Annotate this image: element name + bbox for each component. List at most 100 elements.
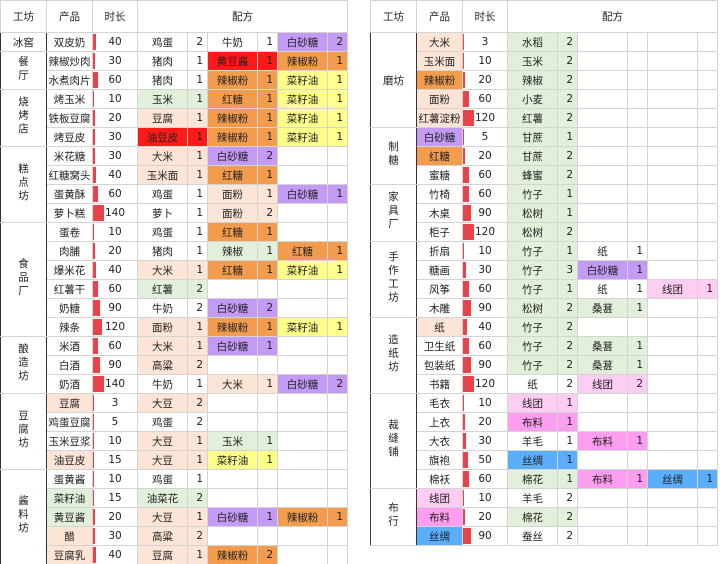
ingredient-qty: 1 — [187, 507, 208, 527]
product-cell: 柜子 — [416, 222, 463, 242]
empty-cell — [647, 108, 698, 128]
ingredient-name: 辣椒粉 — [207, 108, 258, 128]
data-row: 酿造坊 米酒 60 大米 1 白砂糖 1 — [0, 336, 348, 394]
time-cell: 120 — [462, 374, 508, 394]
empty-cell — [277, 222, 328, 242]
ingredient-name: 白砂糖 — [207, 336, 258, 356]
workshop-name: 手作工坊 — [387, 251, 399, 305]
time-value: 60 — [478, 188, 492, 200]
product-cell: 肉脯 — [46, 241, 93, 261]
time-bar — [93, 34, 97, 50]
time-cell: 60 — [92, 336, 138, 356]
data-row: 餐厅 辣椒炒肉 30 猪肉 1 黄豆酱 1 辣椒粉 1 — [0, 51, 348, 90]
ingredient-name: 松树 — [507, 222, 558, 242]
empty-cell — [697, 298, 718, 318]
ingredient-qty: 1 — [557, 469, 578, 489]
empty-cell — [277, 393, 328, 413]
time-cell: 15 — [92, 488, 138, 508]
empty-cell — [697, 260, 718, 280]
workshop-cell: 造纸坊 — [370, 317, 417, 394]
time-value: 30 — [478, 264, 492, 276]
ingredient-qty: 2 — [187, 412, 208, 432]
empty-cell — [647, 488, 698, 508]
ingredient-name: 面粉 — [207, 203, 258, 223]
empty-cell — [627, 184, 648, 204]
empty-cell — [577, 89, 628, 109]
empty-cell — [647, 450, 698, 470]
ingredient-name: 白砂糖 — [277, 374, 328, 394]
time-bar — [93, 547, 97, 563]
time-cell: 10 — [462, 51, 508, 71]
empty-cell — [697, 222, 718, 242]
data-row: 黄豆酱 20 大豆 1 白砂糖 1 辣椒粉 1 — [1, 507, 348, 527]
product-cell: 玉米面 — [416, 51, 463, 71]
ingredient-qty: 3 — [557, 260, 578, 280]
ingredient-qty: 1 — [257, 507, 278, 527]
ingredient-qty: 1 — [627, 260, 648, 280]
time-value: 5 — [111, 416, 119, 428]
empty-cell — [627, 507, 648, 527]
ingredient-name: 白砂糖 — [577, 260, 628, 280]
time-cell: 140 — [92, 374, 138, 394]
empty-cell — [207, 393, 258, 413]
ingredient-name: 桑葚 — [577, 298, 628, 318]
time-value: 120 — [474, 226, 496, 238]
time-value: 40 — [108, 36, 122, 48]
product-cell: 油豆皮 — [46, 450, 93, 470]
time-bar — [93, 262, 97, 278]
ingredient-name: 棉花 — [507, 469, 558, 489]
time-value: 20 — [478, 74, 492, 86]
time-cell: 60 — [462, 89, 508, 109]
ingredient-qty: 1 — [257, 184, 278, 204]
ingredient-qty: 1 — [257, 241, 278, 261]
ingredient-qty: 2 — [257, 146, 278, 166]
ingredient-name: 玉米 — [507, 51, 558, 71]
time-bar — [93, 129, 96, 145]
time-bar — [463, 262, 466, 278]
ingredient-name: 菜籽油 — [277, 89, 328, 109]
empty-cell — [697, 51, 718, 71]
time-value: 60 — [478, 283, 492, 295]
data-row: 蛋黄酥 60 鸡蛋 1 面粉 1 白砂糖 1 — [1, 184, 348, 204]
workshop-name: 布行 — [387, 502, 399, 529]
product-cell: 面粉 — [416, 89, 463, 109]
product-cell: 烤豆皮 — [46, 127, 93, 147]
ingredient-name: 菜籽油 — [277, 260, 328, 280]
empty-cell — [327, 488, 348, 508]
header-row: 工坊 产品 时长 配方 — [0, 0, 348, 33]
data-row: 红薯淀粉 120 红薯 2 — [371, 108, 718, 128]
ingredient-qty: 1 — [557, 431, 578, 451]
ingredient-name: 菜籽油 — [277, 108, 328, 128]
data-row: 棉袄 60 棉花 1 布料 1 丝绸 1 — [371, 469, 718, 489]
empty-cell — [627, 70, 648, 90]
ingredient-qty: 1 — [327, 260, 348, 280]
ingredient-name: 小麦 — [507, 89, 558, 109]
product-cell: 白酒 — [46, 355, 93, 375]
empty-cell — [647, 298, 698, 318]
data-row: 烤豆皮 30 油豆皮 1 辣椒粉 1 菜籽油 1 — [1, 127, 348, 147]
data-row: 辣条 120 面粉 1 辣椒粉 1 菜籽油 1 — [1, 317, 348, 337]
ingredient-name: 棉花 — [507, 507, 558, 527]
time-value: 40 — [108, 549, 122, 561]
empty-cell — [277, 279, 328, 299]
time-bar — [93, 338, 98, 354]
time-cell: 60 — [92, 279, 138, 299]
empty-cell — [627, 127, 648, 147]
data-row: 爆米花 40 大米 1 红糖 1 菜籽油 1 — [1, 260, 348, 280]
product-cell: 米酒 — [46, 336, 93, 356]
time-cell: 40 — [92, 165, 138, 185]
time-value: 20 — [478, 511, 492, 523]
time-value: 120 — [474, 112, 496, 124]
time-value: 50 — [478, 454, 492, 466]
time-cell: 90 — [462, 526, 508, 546]
empty-cell — [697, 526, 718, 546]
ingredient-name: 羊毛 — [507, 431, 558, 451]
workshop-cell: 布行 — [370, 488, 417, 546]
time-bar — [463, 509, 465, 525]
empty-cell — [577, 184, 628, 204]
ingredient-qty: 1 — [257, 317, 278, 337]
ingredient-name: 猪肉 — [137, 51, 188, 71]
empty-cell — [257, 393, 278, 413]
time-cell: 15 — [92, 450, 138, 470]
ingredient-qty: 1 — [187, 241, 208, 261]
